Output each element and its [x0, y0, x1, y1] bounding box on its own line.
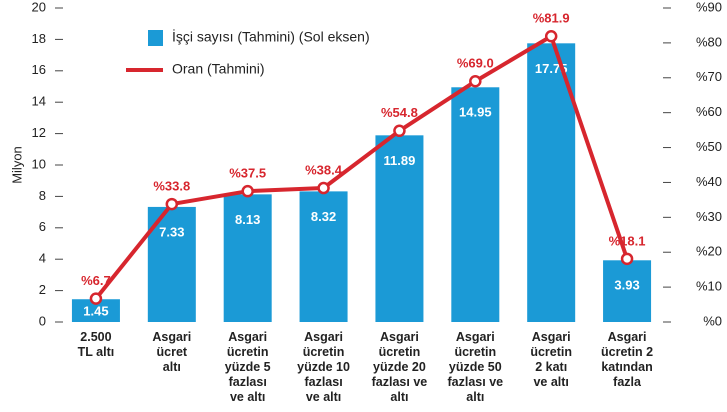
line-marker	[544, 30, 558, 43]
y-tick-label: 16	[32, 62, 46, 77]
bar	[603, 260, 652, 322]
y-tick-label: 14	[32, 94, 46, 109]
bar-value-label: 1.45	[83, 303, 108, 318]
legend-label: İşçi sayısı (Tahmini) (Sol eksen)	[172, 28, 370, 45]
bar-value-label: 8.13	[235, 212, 260, 227]
line-marker	[620, 252, 634, 266]
line-marker	[317, 181, 330, 195]
line-value-label: %18.1	[609, 233, 646, 248]
bar	[223, 194, 272, 322]
bar	[71, 299, 120, 322]
y-tick-label: 20	[32, 0, 46, 14]
line-marker	[165, 197, 179, 211]
bar-value-label: 11.89	[384, 153, 416, 168]
bar	[527, 43, 576, 322]
y2-tick-label: %70	[696, 69, 722, 84]
x-tick-label: Asgari ücretin 2 katı ve altı	[530, 330, 572, 389]
y2-tick-label: %10	[696, 279, 722, 294]
bar	[451, 87, 500, 322]
bar-value-label: 8.32	[311, 209, 336, 224]
x-tick-label: 2.500 TL altı	[78, 330, 115, 359]
y-tick-label: 0	[39, 313, 46, 328]
line-value-label: %37.5	[229, 166, 266, 181]
line-value-label: %81.9	[533, 11, 570, 26]
y-tick-label: 18	[32, 31, 46, 46]
y2-tick-label: %90	[696, 0, 722, 14]
x-tick-label: Asgari ücret altı	[152, 330, 191, 374]
line-value-label: %6.7	[81, 273, 111, 288]
y-tick-label: 6	[39, 219, 46, 234]
y-tick-label: 8	[39, 188, 46, 203]
y-tick-label: 4	[39, 251, 46, 266]
line-marker	[469, 75, 482, 88]
x-tick-label: Asgari ücretin yüzde 5 fazlası ve altı	[225, 330, 271, 404]
y-tick-label: 10	[32, 156, 46, 171]
line-marker	[393, 124, 406, 138]
y2-tick-label: %50	[696, 139, 722, 154]
y2-tick-label: %30	[696, 209, 722, 224]
bar	[375, 135, 424, 322]
legend-swatch	[148, 30, 163, 46]
line-value-label: %38.4	[305, 162, 343, 177]
y2-tick-label: %80	[696, 34, 722, 49]
y-tick-label: 2	[39, 282, 46, 297]
line-value-label: %33.8	[153, 179, 190, 194]
x-tick-label: Asgari ücretin yüzde 20 fazlası ve altı	[372, 330, 428, 404]
x-tick-label: Asgari ücretin yüzde 10 fazlası ve altı	[297, 330, 350, 404]
y-axis-label: Milyon	[9, 146, 24, 184]
x-tick-label: Asgari ücretin yüzde 50 fazlası ve altı	[448, 330, 504, 404]
y2-tick-label: %40	[696, 174, 722, 189]
line-value-label: %69.0	[457, 56, 494, 71]
x-tick-label: Asgari ücretin 2 katından fazla	[601, 330, 653, 389]
line-marker	[241, 184, 254, 198]
y2-tick-label: %20	[696, 244, 722, 259]
line	[94, 34, 629, 300]
bar-value-label: 14.95	[459, 105, 492, 120]
line-value-label: %54.8	[381, 105, 418, 120]
legend-label: Oran (Tahmini)	[172, 61, 265, 77]
y2-tick-label: %60	[696, 104, 722, 119]
bar-value-label: 7.33	[159, 224, 184, 239]
bar	[299, 191, 348, 322]
line-marker	[89, 292, 103, 305]
y2-tick-label: %0	[703, 313, 722, 328]
bar-value-label: 3.93	[614, 278, 639, 293]
y-tick-label: 12	[32, 125, 46, 140]
